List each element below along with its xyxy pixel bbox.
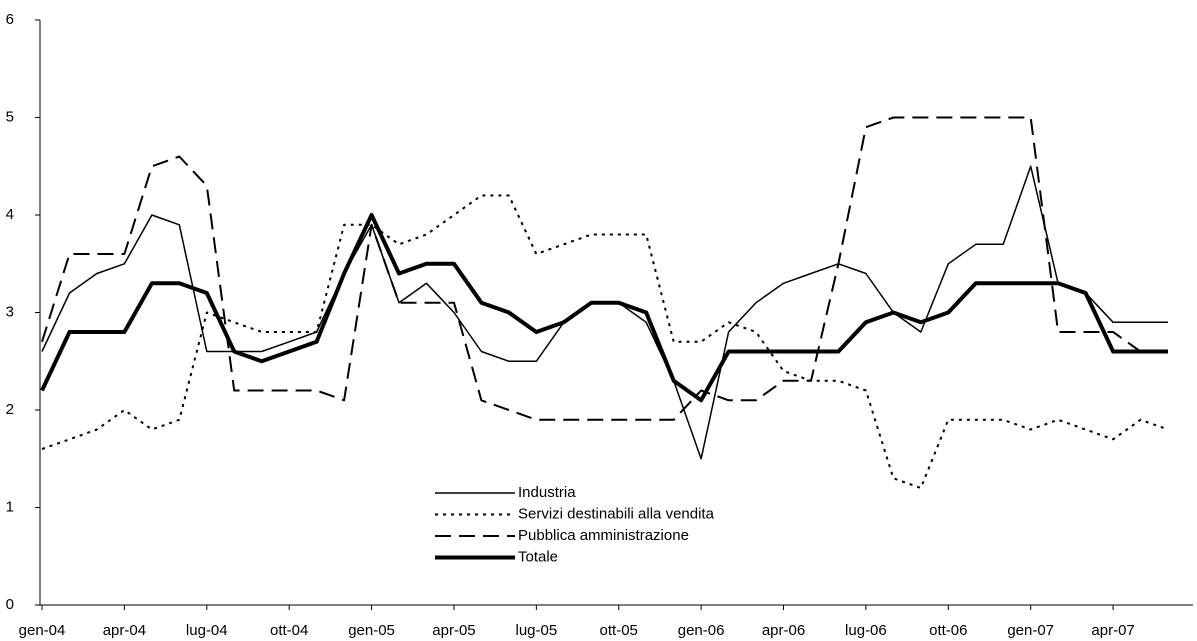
legend-label: Servizi destinabili alla vendita	[518, 505, 715, 522]
y-tick-label: 4	[6, 206, 14, 223]
x-tick-label: gen-05	[348, 622, 395, 639]
x-tick-label: ott-04	[270, 622, 308, 639]
x-tick-label: gen-07	[1007, 622, 1054, 639]
x-tick-label: lug-05	[515, 622, 557, 639]
y-tick-label: 6	[6, 11, 14, 28]
legend-label: Totale	[518, 548, 558, 565]
x-tick-label: apr-07	[1091, 622, 1134, 639]
legend-label: Industria	[518, 484, 576, 501]
x-tick-label: gen-06	[678, 622, 725, 639]
x-tick-label: apr-04	[103, 622, 146, 639]
x-tick-label: apr-05	[432, 622, 475, 639]
y-tick-label: 0	[6, 596, 14, 613]
y-tick-label: 3	[6, 303, 14, 320]
x-tick-label: lug-04	[186, 622, 228, 639]
series-line	[40, 213, 1168, 403]
x-tick-label: ott-06	[929, 622, 967, 639]
x-tick-label: gen-04	[19, 622, 66, 639]
y-tick-label: 1	[6, 498, 14, 515]
y-tick-label: 2	[6, 401, 14, 418]
y-tick-label: 5	[6, 108, 14, 125]
x-tick-label: lug-06	[845, 622, 887, 639]
x-tick-label: ott-05	[600, 622, 638, 639]
series-line	[41, 165, 1168, 460]
series-line	[41, 194, 1169, 489]
series-line	[41, 116, 1168, 421]
legend-label: Pubblica amministrazione	[518, 527, 689, 544]
x-tick-label: apr-06	[762, 622, 805, 639]
